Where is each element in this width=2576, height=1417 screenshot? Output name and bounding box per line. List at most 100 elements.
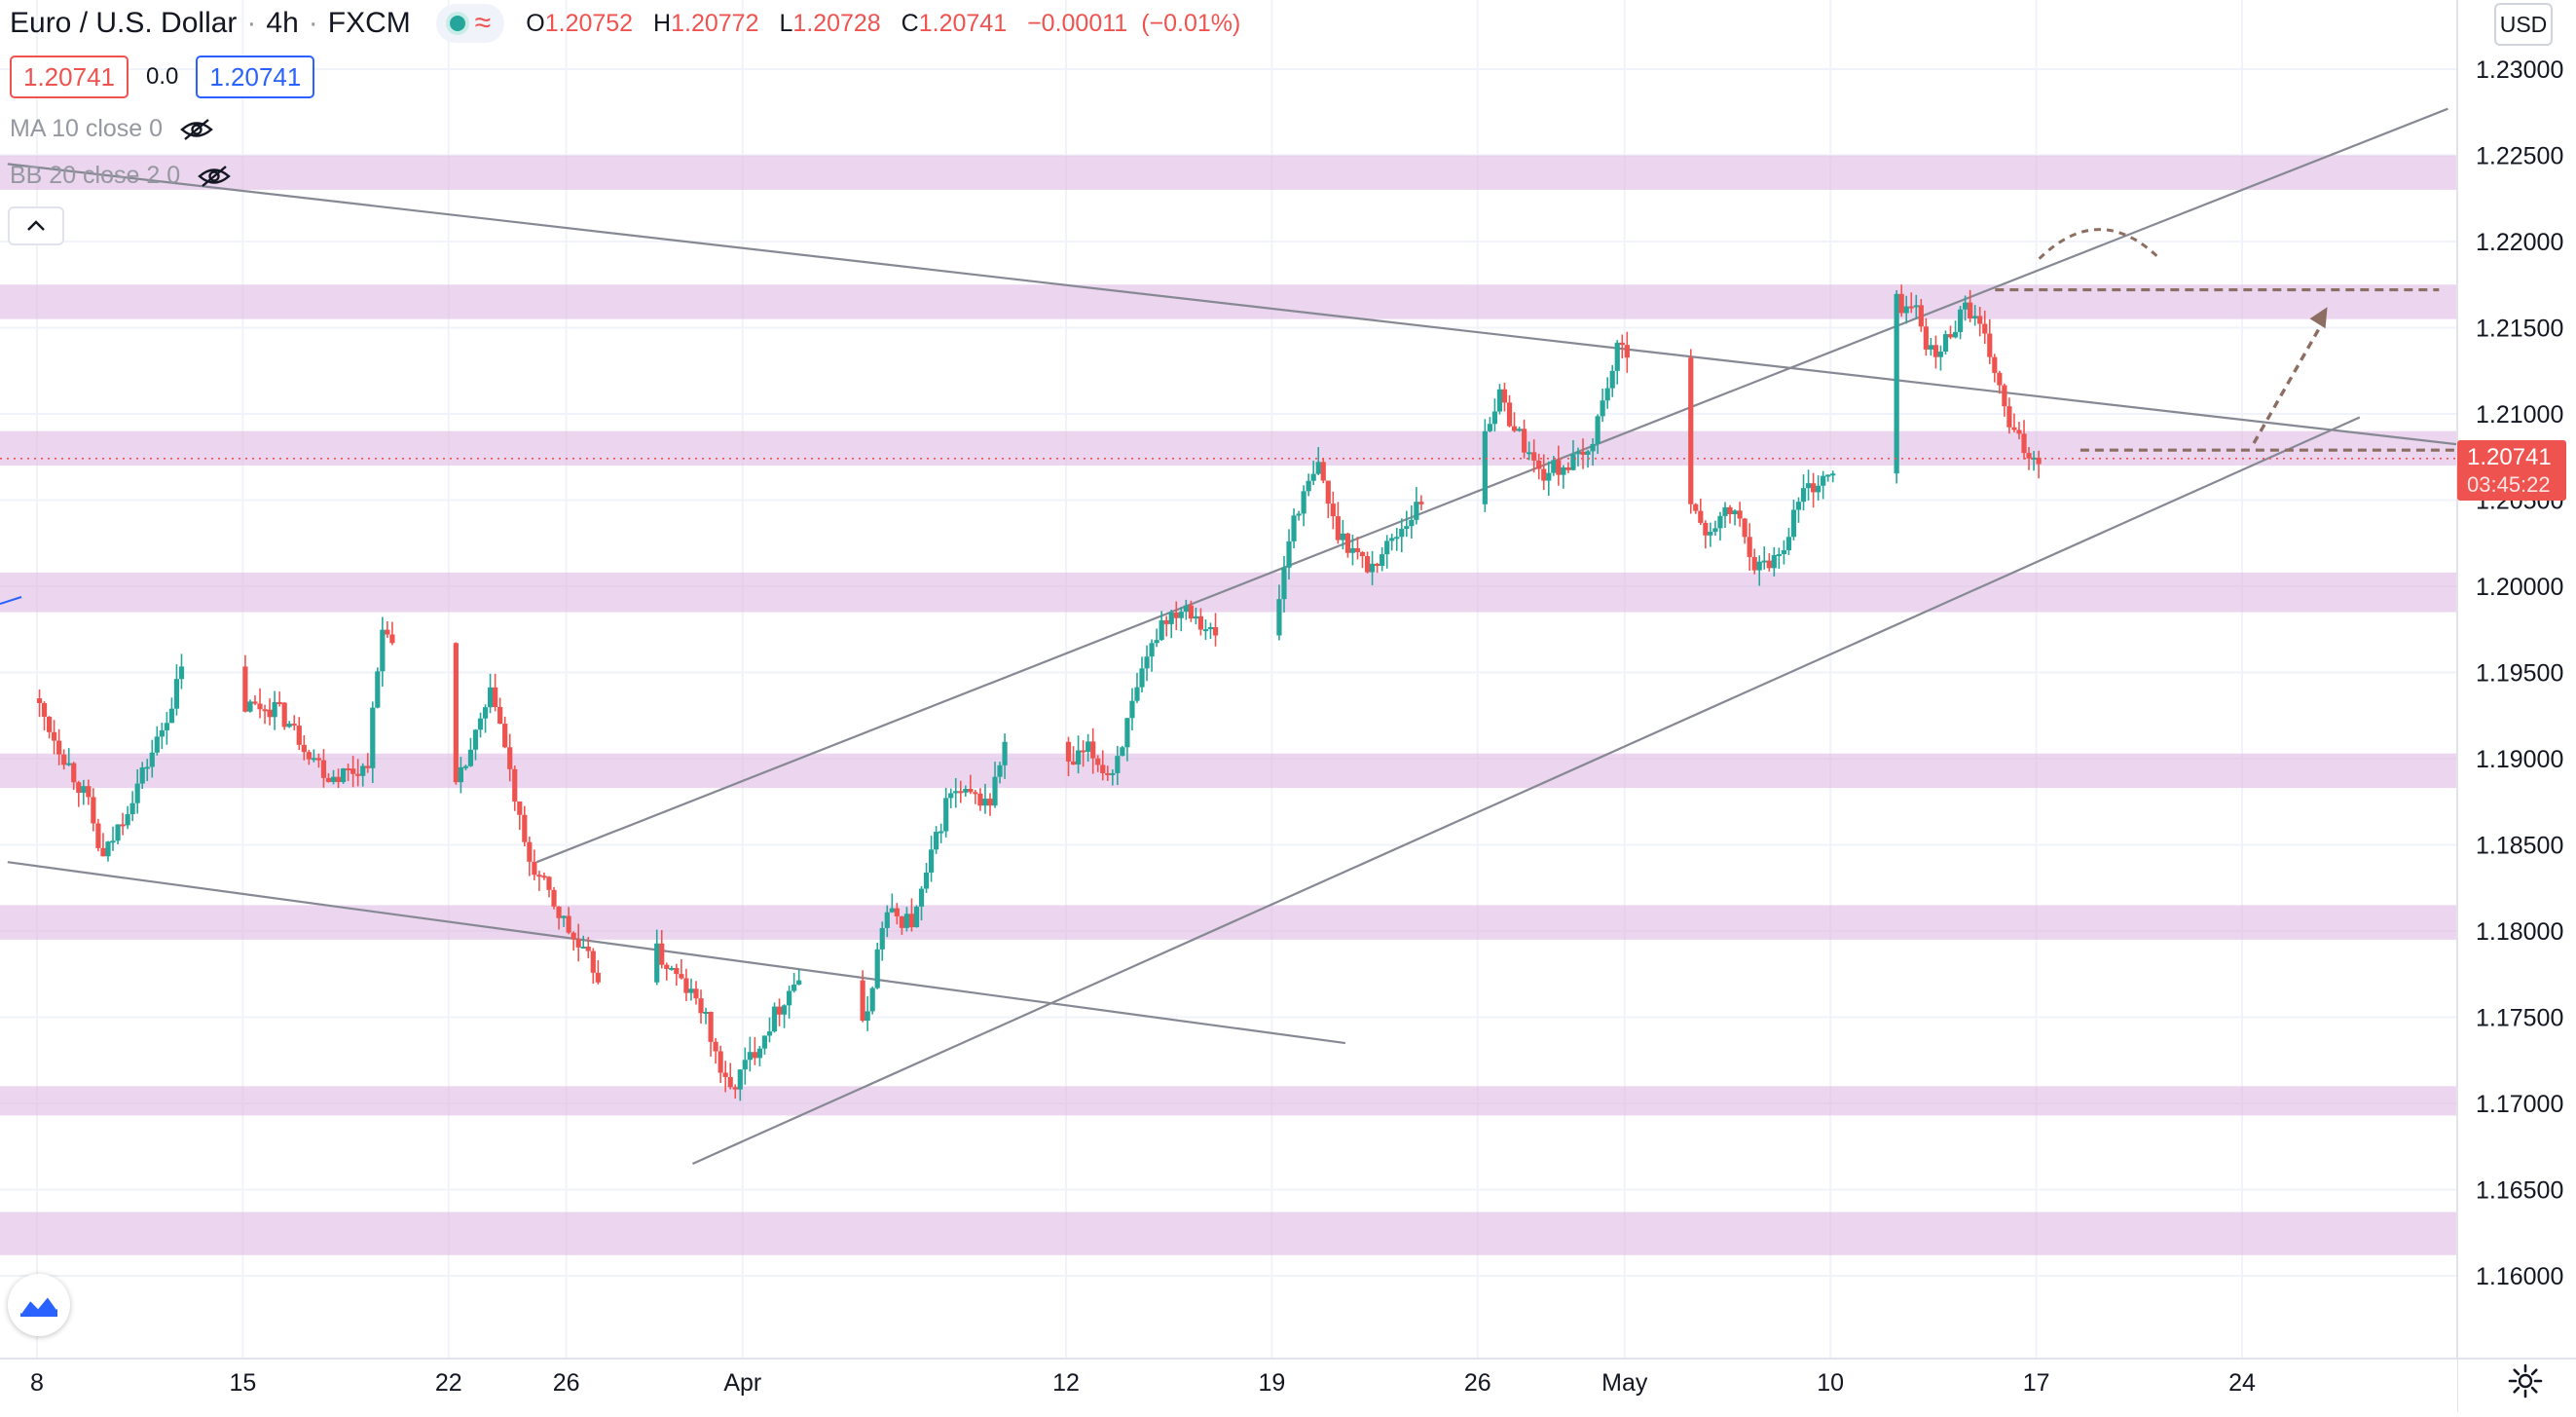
high-label: H xyxy=(653,9,672,37)
candle-body xyxy=(1516,429,1523,431)
candle-body xyxy=(1795,502,1802,510)
candle-body xyxy=(756,1048,763,1059)
eye-crossed-icon[interactable] xyxy=(198,165,231,187)
top-arc-annotation[interactable] xyxy=(2038,228,2161,260)
candle-body xyxy=(320,760,327,778)
exchange-label[interactable]: FXCM xyxy=(327,7,411,39)
candle-body xyxy=(173,679,180,709)
resistance-zone[interactable] xyxy=(0,155,2457,190)
symbol-title[interactable]: Euro / U.S. Dollar xyxy=(10,7,238,39)
candle-body xyxy=(1105,772,1111,775)
interval-label[interactable]: 4h xyxy=(266,7,299,39)
indicator-bb[interactable]: BB 20 close 2 0 xyxy=(10,162,231,190)
indicator-bb-label[interactable]: BB 20 close 2 0 xyxy=(10,162,181,189)
candle-body xyxy=(1575,451,1581,455)
candle-body xyxy=(654,943,660,983)
time-tick-label: May xyxy=(1601,1369,1648,1397)
candle-body xyxy=(1115,756,1121,773)
candle-body xyxy=(1942,334,1949,353)
candle-body xyxy=(1790,509,1797,538)
candle-body xyxy=(1286,541,1292,568)
collapse-legend-button[interactable] xyxy=(8,206,64,245)
indicator-ma-label[interactable]: MA 10 close 0 xyxy=(10,115,164,142)
candle-body xyxy=(541,876,547,878)
price-tick-label: 1.19500 xyxy=(2476,660,2563,688)
time-axis-background[interactable] xyxy=(0,1359,2457,1412)
candle-body xyxy=(1522,429,1527,453)
candle-body xyxy=(718,1051,723,1073)
candle-body xyxy=(159,729,165,737)
candle-body xyxy=(1482,430,1488,504)
sell-button[interactable]: 1.20741 xyxy=(10,56,129,98)
price-tick-label: 1.23000 xyxy=(2476,56,2563,84)
resistance-zone[interactable] xyxy=(0,1212,2457,1255)
candle-body xyxy=(884,912,890,928)
annotations[interactable] xyxy=(0,228,2489,460)
candle-body xyxy=(1154,640,1159,644)
candle-body xyxy=(52,731,57,741)
resistance-zone[interactable] xyxy=(0,905,2457,940)
candle-body xyxy=(1394,537,1400,540)
market-status-pill[interactable]: ≈ xyxy=(435,4,505,43)
buy-button[interactable]: 1.20741 xyxy=(196,56,315,98)
candle-body xyxy=(1325,480,1331,504)
candle-body xyxy=(1315,462,1321,474)
candle-body xyxy=(1957,309,1964,332)
indicator-ma[interactable]: MA 10 close 0 xyxy=(10,115,213,143)
candle-body xyxy=(375,671,381,708)
candle-body xyxy=(722,1072,728,1077)
candle-body xyxy=(56,740,62,755)
candle-body xyxy=(1727,506,1733,514)
resistance-zone[interactable] xyxy=(0,284,2457,319)
resistance-zone[interactable] xyxy=(0,430,2457,466)
candle-body xyxy=(2026,453,2032,459)
candle-body xyxy=(1947,334,1954,338)
candle-body xyxy=(1296,513,1302,516)
candle-body xyxy=(1487,424,1492,431)
trendline[interactable] xyxy=(7,861,1346,1045)
candle-body xyxy=(2016,429,2022,434)
candle-body xyxy=(1968,302,1973,318)
candle-body xyxy=(1963,302,1969,310)
candle-body xyxy=(899,915,904,928)
candle-body xyxy=(1536,460,1542,469)
candle-body xyxy=(267,709,273,718)
candle-body xyxy=(370,707,376,768)
candle-body xyxy=(1501,389,1508,403)
resistance-zone[interactable] xyxy=(0,753,2457,789)
candle-body xyxy=(1163,619,1169,624)
candle-body xyxy=(346,768,351,771)
trendline[interactable] xyxy=(535,107,2448,864)
trendline[interactable] xyxy=(692,416,2361,1165)
resistance-zone[interactable] xyxy=(0,572,2457,613)
candle-body xyxy=(943,798,949,832)
candle-body xyxy=(512,768,518,802)
trendline[interactable] xyxy=(7,163,2463,446)
candle-body xyxy=(355,773,361,776)
price-axis-background[interactable] xyxy=(2457,0,2576,1412)
projection-arrow[interactable] xyxy=(2252,321,2325,444)
candle-body xyxy=(532,861,537,876)
candle-body xyxy=(86,786,92,798)
eye-crossed-icon[interactable] xyxy=(180,118,213,140)
indicator-line-stub xyxy=(0,596,22,605)
low-value: 1.20728 xyxy=(792,9,881,37)
candle-body xyxy=(546,876,552,890)
candle-body xyxy=(1506,402,1513,427)
candle-body xyxy=(679,974,684,979)
resistance-zone[interactable] xyxy=(0,1086,2457,1116)
bar-countdown: 03:45:22 xyxy=(2467,472,2551,497)
tradingview-logo-button[interactable] xyxy=(8,1274,70,1336)
currency-button[interactable]: USD xyxy=(2494,3,2553,46)
candle-body xyxy=(1737,510,1743,519)
candle-body xyxy=(1139,668,1145,688)
candle-body xyxy=(247,701,253,712)
candle-body xyxy=(1541,468,1547,481)
gear-icon[interactable] xyxy=(2506,1361,2545,1400)
separator-dot: · xyxy=(308,7,318,39)
price-tick-label: 1.20000 xyxy=(2476,574,2563,601)
trendlines[interactable] xyxy=(0,107,2463,1165)
candle-body xyxy=(1306,480,1311,492)
